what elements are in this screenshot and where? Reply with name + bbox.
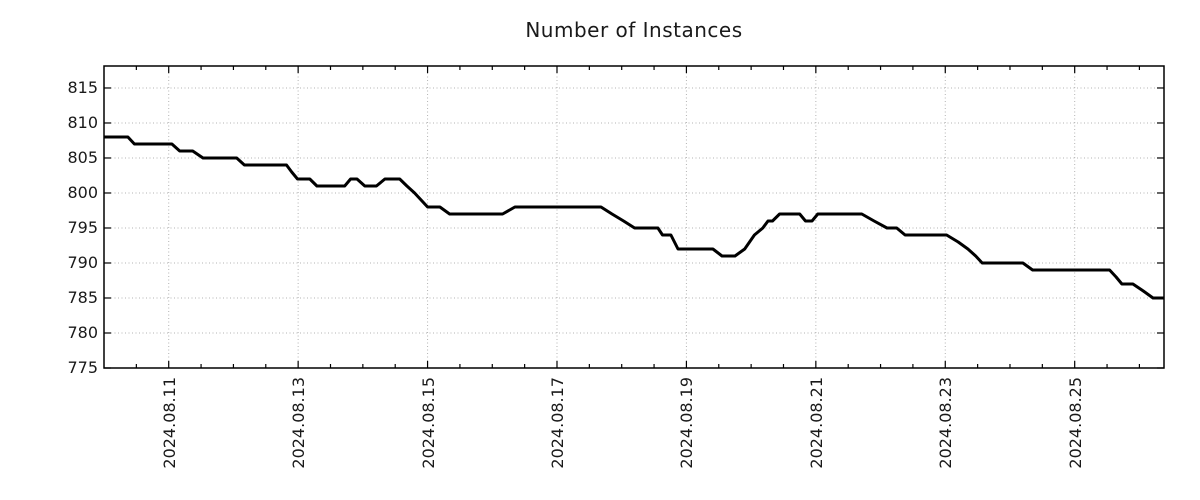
y-tick-label-795: 795: [67, 217, 98, 237]
x-tick-label-2024.08.13: 2024.08.13: [289, 377, 309, 469]
x-tick-label-2024.08.19: 2024.08.19: [677, 377, 697, 469]
y-tick-label-815: 815: [67, 77, 98, 97]
y-tick-label-790: 790: [67, 252, 98, 272]
y-tick-label-775: 775: [67, 358, 98, 377]
data-line-instances: [104, 135, 1164, 300]
x-tick-label-2024.08.25: 2024.08.25: [1065, 377, 1085, 469]
y-tick-label-805: 805: [67, 147, 98, 167]
x-tick-label-2024.08.15: 2024.08.15: [418, 377, 438, 469]
x-tick-label-2024.08.11: 2024.08.11: [159, 377, 179, 469]
x-tick-label-2024.08.23: 2024.08.23: [936, 377, 956, 469]
x-tick-label-2024.08.17: 2024.08.17: [547, 377, 567, 469]
y-tick-label-780: 780: [67, 322, 98, 342]
x-tick-label-2024.08.21: 2024.08.21: [806, 377, 826, 469]
y-tick-label-800: 800: [67, 182, 98, 202]
y-tick-label-785: 785: [67, 287, 98, 307]
plot-frame: [103, 65, 1165, 369]
y-tick-label-810: 810: [67, 112, 98, 132]
chart-title: Number of Instances: [525, 18, 743, 42]
